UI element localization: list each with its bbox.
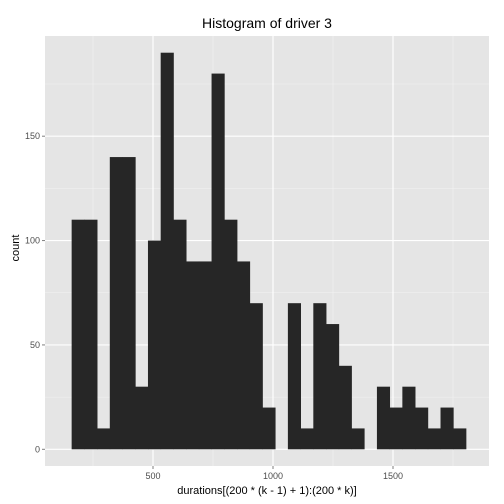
histogram-bar <box>198 261 212 450</box>
histogram-bar <box>376 386 391 450</box>
histogram-bar <box>402 386 416 450</box>
histogram-bar <box>338 365 352 450</box>
y-axis-ticks: 0 50 100 150 <box>25 131 45 454</box>
histogram-bar <box>300 428 314 450</box>
chart-title: Histogram of driver 3 <box>202 15 332 31</box>
histogram-bar <box>160 52 174 450</box>
y-tick-label: 100 <box>25 236 40 246</box>
histogram-bar <box>122 157 136 450</box>
x-axis-ticks: 500 1000 1500 <box>145 466 403 481</box>
histogram-bar <box>71 219 85 450</box>
histogram-bar <box>186 261 200 450</box>
x-axis-label: durations[(200 * (k - 1) + 1):(200 * k)] <box>177 485 356 497</box>
y-tick-label: 150 <box>25 131 40 141</box>
histogram-bar <box>211 73 225 450</box>
histogram-bar <box>326 324 340 450</box>
histogram-bar <box>427 428 441 450</box>
histogram-bar <box>109 157 123 450</box>
y-axis-label: count <box>10 235 22 262</box>
histogram-bar <box>262 407 276 450</box>
histogram-bar <box>440 407 454 450</box>
x-tick-label: 1000 <box>263 471 283 481</box>
histogram-bar <box>453 428 467 450</box>
histogram-bar <box>224 219 238 450</box>
histogram-bar <box>313 303 327 450</box>
histogram-bars <box>71 52 467 450</box>
histogram-bar <box>173 219 187 450</box>
histogram-bar <box>287 303 301 450</box>
histogram-bar <box>84 219 98 450</box>
x-tick-label: 1500 <box>383 471 403 481</box>
x-tick-label: 500 <box>145 471 160 481</box>
histogram-bar <box>351 428 365 450</box>
histogram-bar <box>97 428 111 450</box>
histogram-bar <box>389 407 403 450</box>
histogram-bar <box>147 240 162 450</box>
histogram-bar <box>415 407 429 450</box>
y-tick-label: 50 <box>30 340 40 350</box>
histogram-bar <box>135 386 149 450</box>
histogram-bar <box>237 261 251 450</box>
y-tick-label: 0 <box>35 444 40 454</box>
histogram-bar <box>249 303 263 450</box>
